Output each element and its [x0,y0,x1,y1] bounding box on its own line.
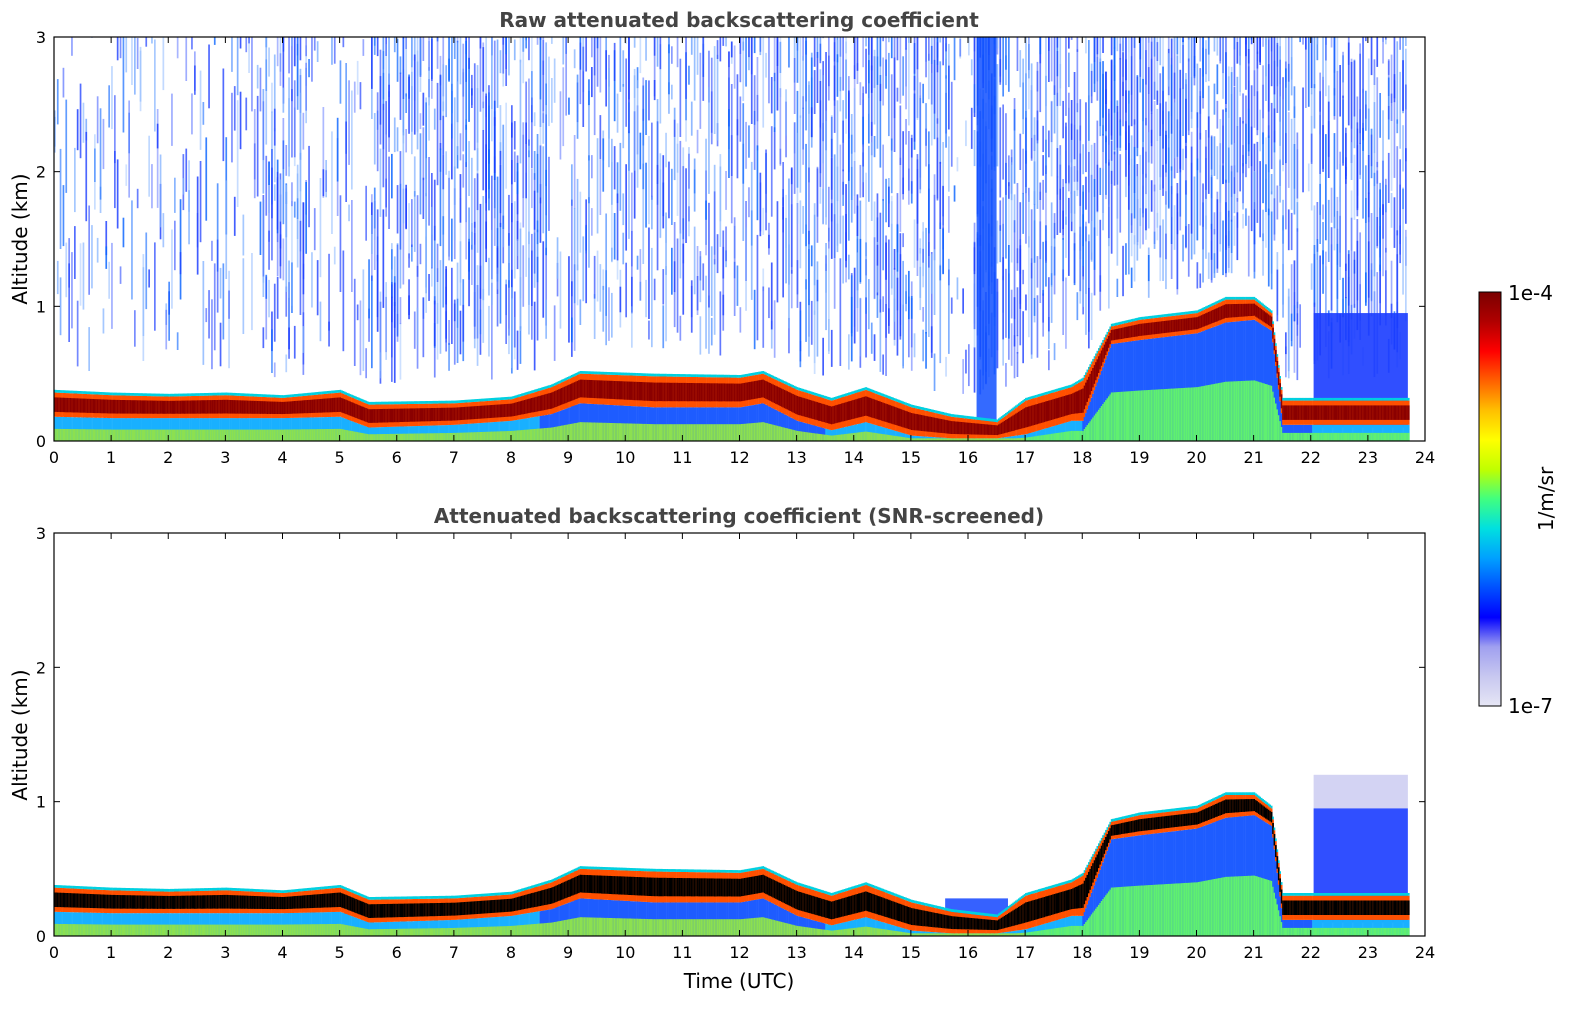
raw-x-ticks: 0 1 2 3 4 5 6 7 8 9 10 11 12 13 14 15 16 17 18 19 20 21 22 23 24 [49,37,1435,467]
x-tick-label: 2 [163,943,173,962]
x-tick-label: 21 [1243,943,1263,962]
screened-y-ticks: 0 1 2 3 [36,524,1425,946]
x-tick-label: 15 [901,448,921,467]
x-tick-label: 3 [220,943,230,962]
x-tick-label: 9 [563,448,573,467]
x-tick-label: 17 [1015,448,1035,467]
x-tick-label: 12 [729,943,749,962]
x-tick-label: 10 [615,943,635,962]
x-tick-label: 16 [958,943,978,962]
x-tick-label: 10 [615,448,635,467]
x-tick-label: 16 [958,448,978,467]
y-tick-label: 0 [36,927,46,946]
screened-y-axis-label: Altitude (km) [8,669,32,800]
x-tick-label: 7 [449,448,459,467]
x-tick-label: 9 [563,943,573,962]
x-tick-label: 14 [844,448,864,467]
screened-x-ticks: 0 1 2 3 4 5 6 7 8 9 10 11 12 13 14 15 16 17 18 19 20 21 22 23 24 [49,533,1435,962]
raw-y-ticks: 0 1 2 3 [36,28,1425,451]
x-tick-label: 19 [1129,448,1149,467]
x-tick-label: 2 [163,448,173,467]
x-tick-label: 19 [1129,943,1149,962]
y-tick-label: 2 [36,163,46,182]
x-tick-label: 22 [1301,943,1321,962]
x-tick-label: 23 [1358,448,1378,467]
y-tick-label: 0 [36,432,46,451]
y-tick-label: 1 [36,793,46,812]
x-tick-label: 13 [786,448,806,467]
raw-backscatter-heatmap [54,37,1410,441]
x-tick-label: 11 [672,943,692,962]
x-tick-label: 11 [672,448,692,467]
y-tick-label: 2 [36,658,46,677]
colorbar-max-label: 1e-4 [1508,281,1553,305]
x-tick-label: 15 [901,943,921,962]
y-tick-label: 3 [36,524,46,543]
x-tick-label: 24 [1415,448,1435,467]
screened-backscatter-heatmap [54,774,1410,936]
x-tick-label: 22 [1301,448,1321,467]
x-tick-label: 1 [106,943,116,962]
colorbar-min-label: 1e-7 [1508,694,1553,718]
screened-panel-title: Attenuated backscattering coefficient (S… [434,504,1044,528]
x-tick-label: 5 [335,943,345,962]
x-tick-label: 23 [1358,943,1378,962]
x-tick-label: 8 [506,448,516,467]
y-tick-label: 3 [36,28,46,47]
x-tick-label: 14 [844,943,864,962]
x-tick-label: 17 [1015,943,1035,962]
x-tick-label: 24 [1415,943,1435,962]
x-tick-label: 1 [106,448,116,467]
x-tick-label: 7 [449,943,459,962]
x-tick-label: 18 [1072,448,1092,467]
x-tick-label: 4 [277,448,287,467]
x-tick-label: 0 [49,448,59,467]
raw-panel-title: Raw attenuated backscattering coefficien… [499,8,979,32]
y-tick-label: 1 [36,297,46,316]
x-tick-label: 18 [1072,943,1092,962]
x-tick-label: 6 [392,943,402,962]
raw-backscatter-panel: Raw attenuated backscattering coefficien… [8,8,1435,467]
x-tick-label: 5 [335,448,345,467]
snr-screened-panel: Attenuated backscattering coefficient (S… [8,504,1435,993]
x-tick-label: 20 [1186,943,1206,962]
x-tick-label: 20 [1186,448,1206,467]
x-tick-label: 3 [220,448,230,467]
x-tick-label: 21 [1243,448,1263,467]
x-tick-label: 4 [277,943,287,962]
raw-y-axis-label: Altitude (km) [8,173,32,304]
x-tick-label: 8 [506,943,516,962]
x-tick-label: 0 [49,943,59,962]
colorbar-unit-label: 1/m/sr [1534,466,1558,531]
colorbar-gradient [1478,291,1502,707]
x-tick-label: 13 [786,943,806,962]
colorbar: 1e-4 1e-7 1/m/sr [1478,281,1558,718]
x-tick-label: 6 [392,448,402,467]
x-tick-label: 12 [729,448,749,467]
x-axis-label: Time (UTC) [683,969,795,993]
